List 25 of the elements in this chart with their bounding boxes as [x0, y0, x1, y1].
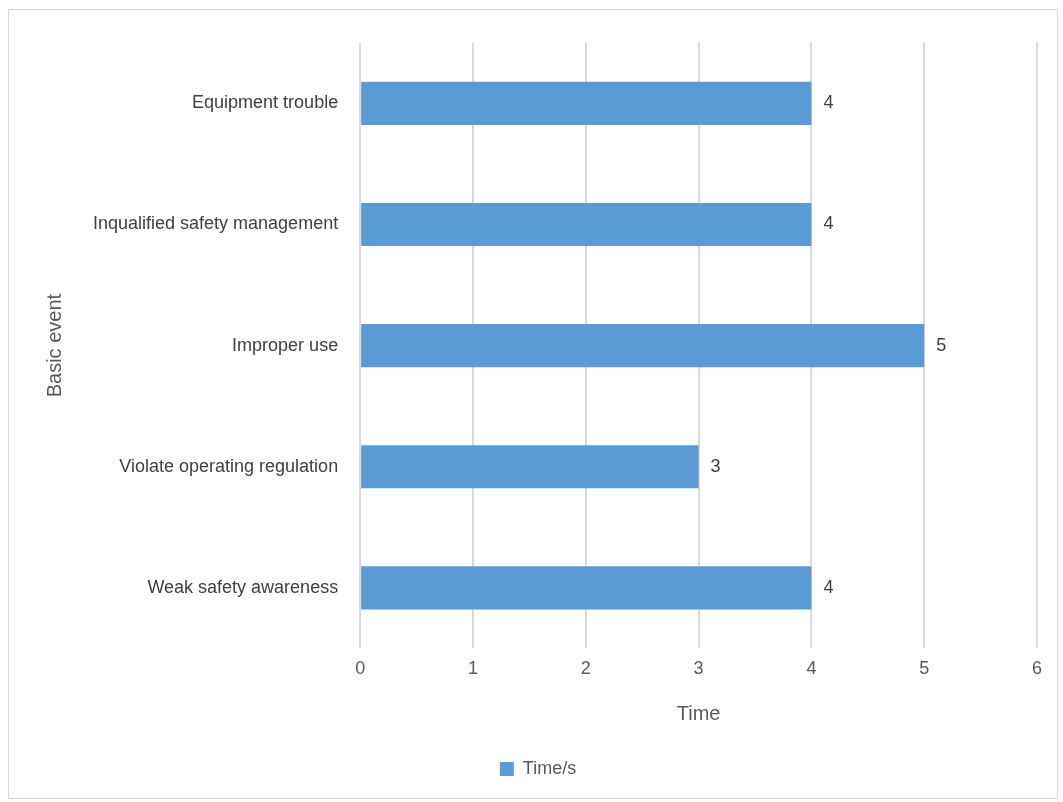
x-tick-label: 3	[693, 658, 704, 679]
bar	[361, 324, 925, 368]
y-tick-label: Violate operating regulation	[119, 455, 339, 476]
data-label: 4	[823, 576, 834, 597]
bar	[361, 445, 699, 489]
legend-label: Time/s	[522, 757, 577, 778]
data-label: 4	[823, 92, 834, 113]
x-tick-label: 4	[806, 658, 817, 679]
x-tick-label: 6	[1031, 658, 1043, 679]
x-tick-label: 2	[580, 658, 591, 679]
data-label: 3	[710, 455, 721, 476]
data-label: 5	[936, 334, 947, 355]
bar	[361, 81, 812, 125]
y-tick-label: Equipment trouble	[192, 92, 339, 113]
y-tick-label: Improper use	[232, 334, 339, 355]
x-tick-label: 5	[919, 658, 930, 679]
data-label: 4	[823, 213, 834, 234]
y-axis-title: Basic event	[42, 293, 65, 398]
y-tick-label: Inqualified safety management	[93, 213, 339, 234]
x-tick-label: 0	[355, 658, 366, 679]
bar	[361, 202, 812, 247]
bar	[361, 566, 812, 610]
x-axis-title: Time	[676, 701, 721, 724]
y-tick-label: Weak safety awareness	[147, 576, 339, 597]
x-tick-label: 1	[467, 658, 478, 679]
